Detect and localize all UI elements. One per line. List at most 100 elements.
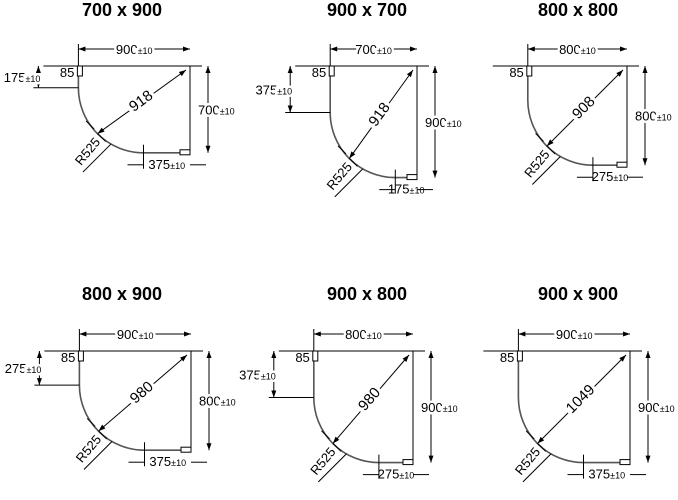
wall-profile-top	[76, 65, 83, 77]
diagonal-label: 908	[569, 93, 599, 123]
panel-title: 800 x 900	[82, 284, 162, 304]
hinge-icon	[546, 145, 556, 155]
radius-leader	[334, 168, 364, 198]
hinge-icon	[97, 133, 107, 142]
radius-label: R525	[512, 444, 543, 477]
diagonal-dimension-line	[537, 354, 627, 444]
wall-profile-top	[77, 350, 84, 362]
diagonal-label: 918	[126, 87, 156, 116]
profile-label: 85	[312, 65, 326, 80]
panel-title: 900 x 900	[538, 284, 618, 304]
panel-title: 800 x 800	[538, 0, 618, 20]
diagonal-label: 1049	[563, 381, 599, 417]
depth-label: 900±10	[425, 115, 462, 130]
hinge-icon	[321, 430, 330, 440]
arrowhead-icon	[313, 331, 321, 337]
radius-label: R525	[324, 159, 355, 192]
wall-profile-top	[516, 350, 523, 362]
arrowhead-icon	[206, 443, 212, 451]
wall-profile-right	[406, 174, 418, 181]
profile-label: 85	[61, 350, 75, 365]
arrowhead-icon	[178, 70, 186, 77]
arrowhead-icon	[271, 390, 277, 398]
wall-profile-top	[328, 65, 335, 77]
width-label: 900±10	[116, 42, 153, 57]
wall-profile-top	[526, 65, 533, 77]
radius-leader	[317, 453, 347, 483]
depth-label: 800±10	[199, 394, 236, 409]
radius-leader	[83, 441, 113, 470]
arrowhead-icon	[537, 436, 545, 444]
diagonal-dimension-line	[332, 354, 410, 444]
profile-label: 85	[509, 65, 523, 80]
panel-title: 900 x 800	[327, 284, 407, 304]
arrowhead-icon	[287, 66, 293, 73]
diagonal-dimension-line	[98, 354, 188, 432]
arrowhead-icon	[79, 331, 87, 337]
depth-label: 800±10	[635, 109, 672, 124]
bottom-offset-label: 375±10	[588, 467, 625, 482]
arrowhead-icon	[402, 355, 409, 362]
arrowhead-icon	[428, 455, 434, 463]
arrowhead-icon	[205, 145, 211, 153]
radius-leader	[522, 453, 552, 483]
hinge-icon	[332, 443, 342, 452]
depth-label: 700±10	[198, 102, 235, 117]
arrowhead-icon	[642, 158, 648, 166]
hinge-icon	[337, 145, 347, 155]
arrowhead-icon	[98, 424, 106, 432]
bottom-offset-label: 275±10	[378, 467, 415, 482]
radius-leader	[531, 156, 561, 185]
radius-label: R525	[72, 135, 103, 168]
panel-2: 900 x 700 700±10 900±10 85 375±10 175±10 R525 9…	[253, 0, 464, 198]
wall-profile-right	[619, 459, 631, 466]
arrowhead-icon	[78, 46, 86, 52]
width-label: 800±10	[559, 42, 596, 57]
depth-label: 900±10	[638, 400, 675, 415]
panel-4: 800 x 900900±10800±1085275±10375±10R5259…	[2, 284, 238, 470]
arrowhead-icon	[36, 378, 42, 386]
arrowhead-icon	[180, 355, 187, 362]
depth-label: 900±10	[421, 400, 458, 415]
arrowhead-icon	[645, 351, 651, 358]
arrowhead-icon	[36, 351, 42, 358]
arrowhead-icon	[619, 355, 626, 362]
radius-leader	[82, 143, 112, 173]
panel-title: 700 x 900	[82, 0, 162, 20]
arrowhead-icon	[287, 105, 293, 113]
wall-profile-right	[402, 459, 414, 466]
left-offset-label: 175±10	[4, 70, 41, 85]
width-label: 900±10	[556, 327, 593, 342]
arrowhead-icon	[410, 46, 417, 52]
arrowhead-icon	[35, 66, 41, 73]
left-offset-label: 275±10	[5, 361, 42, 376]
arrowhead-icon	[428, 351, 434, 358]
panel-6: 900 x 900 900±10 900±10 85 375±10 R525 1049	[483, 284, 677, 483]
diagonal-dimension-line	[546, 69, 624, 147]
diagonal-dimension-line	[348, 69, 414, 159]
width-label: 800±10	[345, 327, 382, 342]
profile-label: 85	[295, 350, 309, 365]
wall-profile-right	[179, 149, 191, 156]
arrowhead-icon	[205, 66, 211, 73]
hinge-icon	[537, 443, 547, 452]
arrowhead-icon	[406, 70, 413, 78]
hinge-icon	[85, 120, 95, 130]
arrowhead-icon	[518, 331, 526, 337]
panel-title: 900 x 700	[327, 0, 407, 20]
arrowhead-icon	[432, 66, 438, 73]
radius-label: R525	[307, 444, 338, 477]
radius-label: R525	[521, 147, 552, 180]
wall-profile-top	[312, 350, 319, 362]
width-label: 900±10	[117, 327, 154, 342]
panel-5: 900 x 800800±10900±1085375±10275±10R5259…	[237, 284, 460, 483]
profile-label: 85	[500, 350, 514, 365]
diagonal-dimension-line	[97, 69, 187, 135]
panel-3: 800 x 800 800±10 800±10 85 275±10 R525 908	[492, 0, 674, 185]
hinge-icon	[86, 418, 96, 427]
arrowhead-icon	[183, 46, 190, 52]
radius-label: R525	[73, 432, 104, 465]
arrowhead-icon	[623, 331, 630, 337]
arrowhead-icon	[432, 170, 438, 178]
profile-label: 85	[60, 65, 74, 80]
